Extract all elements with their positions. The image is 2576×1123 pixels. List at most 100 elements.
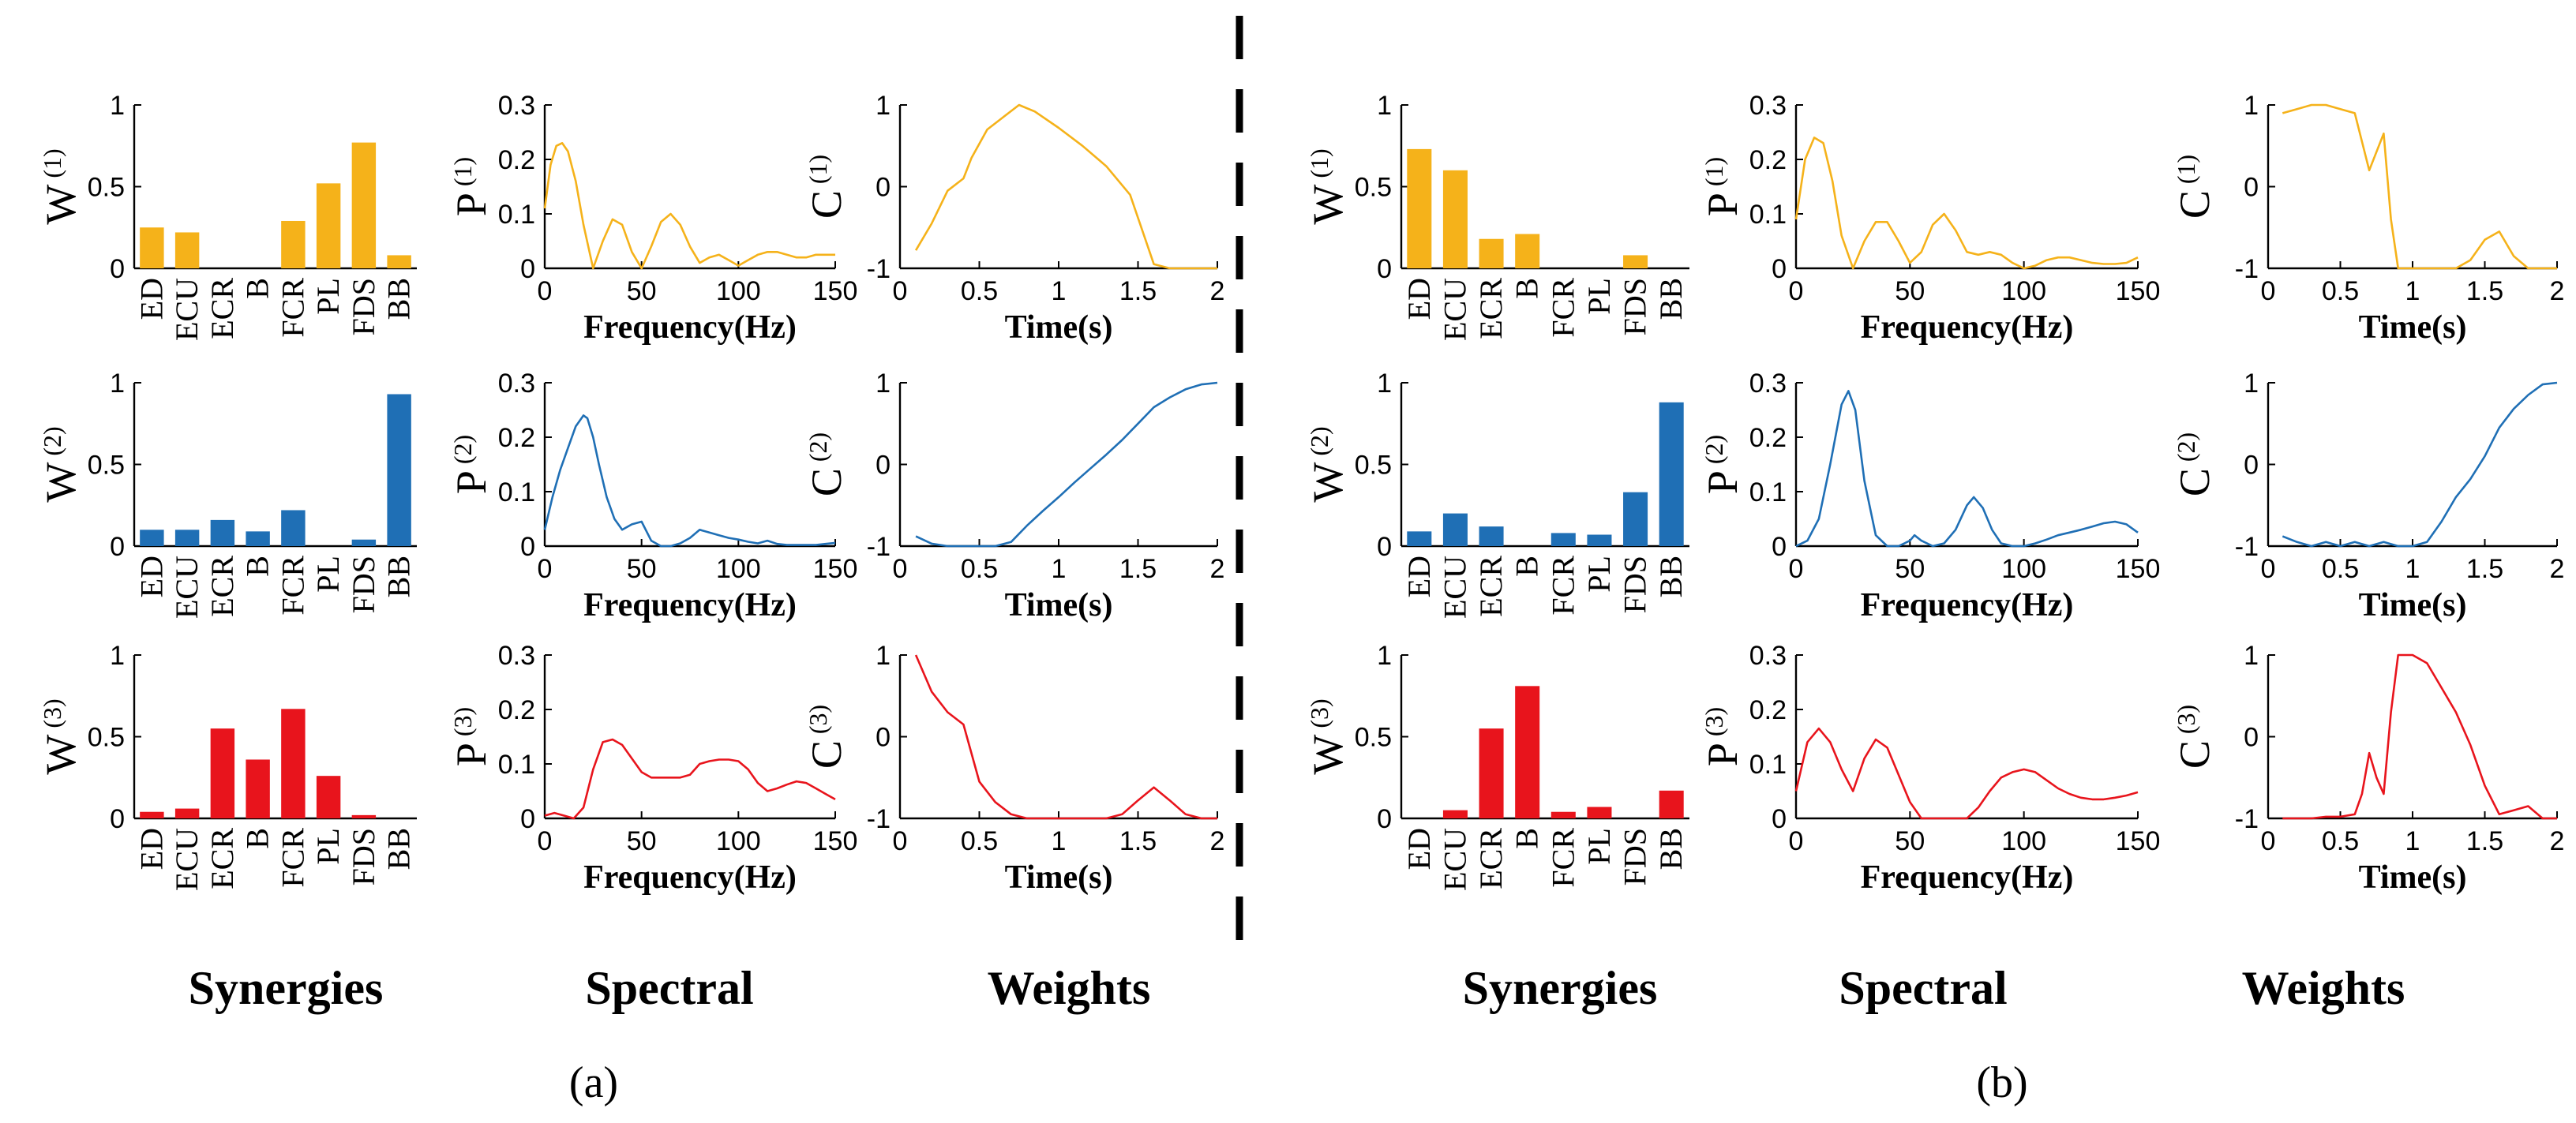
chart-a-2-synergy-bar-ecu [174,530,200,546]
chart-a-3-synergy-ylabel-symbol: W [37,735,84,775]
chart-b-2-synergy-category-label: ECR [1473,556,1509,617]
chart-a-2-weights-series-line [915,381,1218,548]
chart-b-3-weights-ylabel-symbol: C [2171,740,2218,769]
chart-a-1-spectral-ytick-label: 0.1 [498,200,535,230]
chart-b-3-weights-ytick-label: -1 [2235,804,2259,834]
chart-a-3-synergy-bar-ecu [174,808,200,818]
chart-a-1-synergy-bar-bb [387,255,411,268]
chart-b-1-synergy-ylabel-index: (1) [1305,148,1333,184]
chart-a-1-weights-xtick-label: 1 [1052,276,1067,306]
chart-b-1-synergy-bar-ed [1407,148,1432,268]
chart-a-2-weights-ytick-label: 1 [876,369,891,399]
chart-a-3-synergy-bar-b [246,759,270,818]
chart-a-3-synergy-category-label: BB [381,828,417,870]
chart-b-2-spectral-ylabel-symbol: P [1699,470,1746,494]
chart-a-1-weights-xtick-label: 0.5 [961,276,998,306]
chart-a-1-spectral-ytick-label: 0.3 [498,91,535,121]
chart-b-3-synergy-bar-fcr [1550,811,1576,818]
chart-b-2-synergy-bar-ecu [1442,513,1468,546]
chart-a-1-synergy: 0 0.5 1 W (1) ED ECU ECR B FCR PL FDS BB [37,91,417,341]
chart-a-1-synergy-bar-ecu [174,232,200,268]
charts-layer: 00.51W (1)ED ECU ECR B FCR PL FDS BB00.10.20.3P… [37,91,2564,896]
chart-b-2-weights-xtick-label: 2 [2550,554,2565,584]
chart-a-1-weights-ylabel: C (1) [803,155,850,219]
chart-b-1-synergy-ylabel-symbol: W [1304,185,1352,225]
chart-b-3-synergy-bar-bb [1659,790,1684,818]
chart-a-3-weights-ytick-label: 0 [876,723,891,753]
chart-a-2-spectral-ylabel-index: (2) [448,435,477,470]
chart-b-2-spectral-ylabel-index: (2) [1700,435,1728,470]
chart-a-3-weights-series-line [914,654,1217,820]
chart-a-2-spectral-xtick-label: 100 [716,554,761,584]
chart-a-2-synergy-category-label: B [240,556,276,577]
chart-a-2-spectral-xtick-label: 150 [813,554,858,584]
chart-a-3-synergy-ylabel: W (3) [37,698,84,774]
chart-b-1-weights-xtick-label: 0.5 [2322,276,2359,306]
chart-b-2-synergy-bar-bb [1659,402,1684,546]
chart-b-2-spectral-ytick-label: 0.2 [1749,423,1787,453]
chart-b-1-spectral-ytick-label: 0 [1772,254,1787,284]
chart-b-3-synergy-ytick-label: 0.5 [1355,723,1392,753]
chart-a-2-spectral-ytick-label: 0.2 [498,423,535,453]
chart-b-2-spectral-xlabel: Frequency(Hz) [1861,587,2074,623]
chart-b-2-weights-ylabel-symbol: C [2171,468,2218,496]
panel-label-b: (b) [1976,1058,2027,1107]
chart-a-3-synergy-category-label: B [240,828,276,849]
chart-b-1-spectral-ylabel: P (1) [1699,157,1746,216]
chart-b-1-synergy-category-label: ECR [1473,278,1509,339]
chart-b-1-weights-ylabel-index: (1) [2172,155,2200,190]
chart-a-2-spectral-series-line [543,414,836,548]
chart-b-3-synergy-category-label: ECR [1473,828,1509,889]
chart-b-3-spectral-xtick-label: 0 [1789,826,1804,856]
chart-b-2-weights-xtick-label: 0 [2261,554,2276,584]
chart-a-1-synergy-ytick-label: 1 [110,91,125,121]
chart-b-2-weights-ylabel: C (2) [2171,432,2218,496]
chart-a-1-synergy-bar-ed [140,227,164,268]
chart-b-1-synergy-category-label: ED [1401,278,1437,320]
chart-b-1-synergy-bar-ecu [1442,170,1468,268]
chart-a-3-synergy-bar-fds [351,814,377,818]
chart-a-1-synergy-category-label: B [240,278,276,299]
chart-a-1-synergy-ylabel-index: (1) [38,148,66,184]
chart-b-3-spectral-series-line [1794,727,2139,820]
chart-b-1-synergy-ylabel: W (1) [1304,148,1352,224]
chart-b-2-synergy-category-label: ED [1401,556,1437,597]
chart-a-3-synergy-ylabel-index: (3) [38,698,66,734]
chart-b-1-spectral-xtick-label: 0 [1789,276,1804,306]
chart-a-1-synergy-category-label: FCR [275,278,310,338]
chart-a-1-weights-ytick-label: 1 [876,91,891,121]
chart-a-3-synergy-bar-fcr [281,709,306,818]
chart-a-3-weights-ytick-label: -1 [867,804,891,834]
chart-a-1-weights-ytick-label: 0 [876,173,891,203]
chart-a-1-spectral-xtick-label: 0 [538,276,553,306]
chart-a-2-spectral-ylabel-symbol: P [448,470,495,494]
chart-a-2-synergy-ytick-label: 0.5 [88,451,125,481]
chart-a-1-synergy-category-label: BB [381,278,417,320]
chart-b-2-weights-series-line [2282,381,2558,548]
chart-b-3-synergy-ylabel-index: (3) [1305,698,1333,734]
chart-a-3-weights-xtick-label: 0.5 [961,826,998,856]
chart-b-1-weights-xlabel: Time(s) [2359,309,2467,346]
chart-b-1-spectral-xtick-label: 50 [1895,276,1925,306]
chart-b-1-spectral-ytick-label: 0.1 [1749,200,1787,230]
chart-a-2-spectral-xtick-label: 0 [538,554,553,584]
chart-b-2-weights-ytick-label: 0 [2244,451,2259,481]
chart-b-3-weights-xtick-label: 1.5 [2466,826,2503,856]
chart-a-2-spectral-xtick-label: 50 [627,554,657,584]
chart-b-2-synergy-ylabel-symbol: W [1304,462,1352,503]
chart-b-3-spectral-ylabel-index: (3) [1700,707,1728,743]
chart-a-1-synergy-ytick-label: 0.5 [88,173,125,203]
chart-b-3-spectral-xlabel: Frequency(Hz) [1861,859,2074,896]
chart-b-2-spectral-series-line [1795,390,2139,548]
chart-a-1-spectral-ylabel-symbol: P [448,193,495,216]
chart-b-1-spectral-xlabel: Frequency(Hz) [1861,309,2074,346]
chart-a-2-synergy-category-label: ECU [169,556,204,619]
chart-b-1-synergy-category-label: FCR [1545,278,1580,338]
chart-b-2-synergy-bar-ecr [1479,526,1504,546]
chart-a-2-spectral-xlabel: Frequency(Hz) [583,587,797,623]
chart-a-3-spectral-ytick-label: 0.2 [498,695,535,725]
chart-a-3-spectral: 0 0.1 0.2 0.3 P (3) 0 50 100 150 Frequency(Hz) [448,641,857,896]
chart-b-1-synergy-ytick-label: 0 [1377,254,1392,284]
